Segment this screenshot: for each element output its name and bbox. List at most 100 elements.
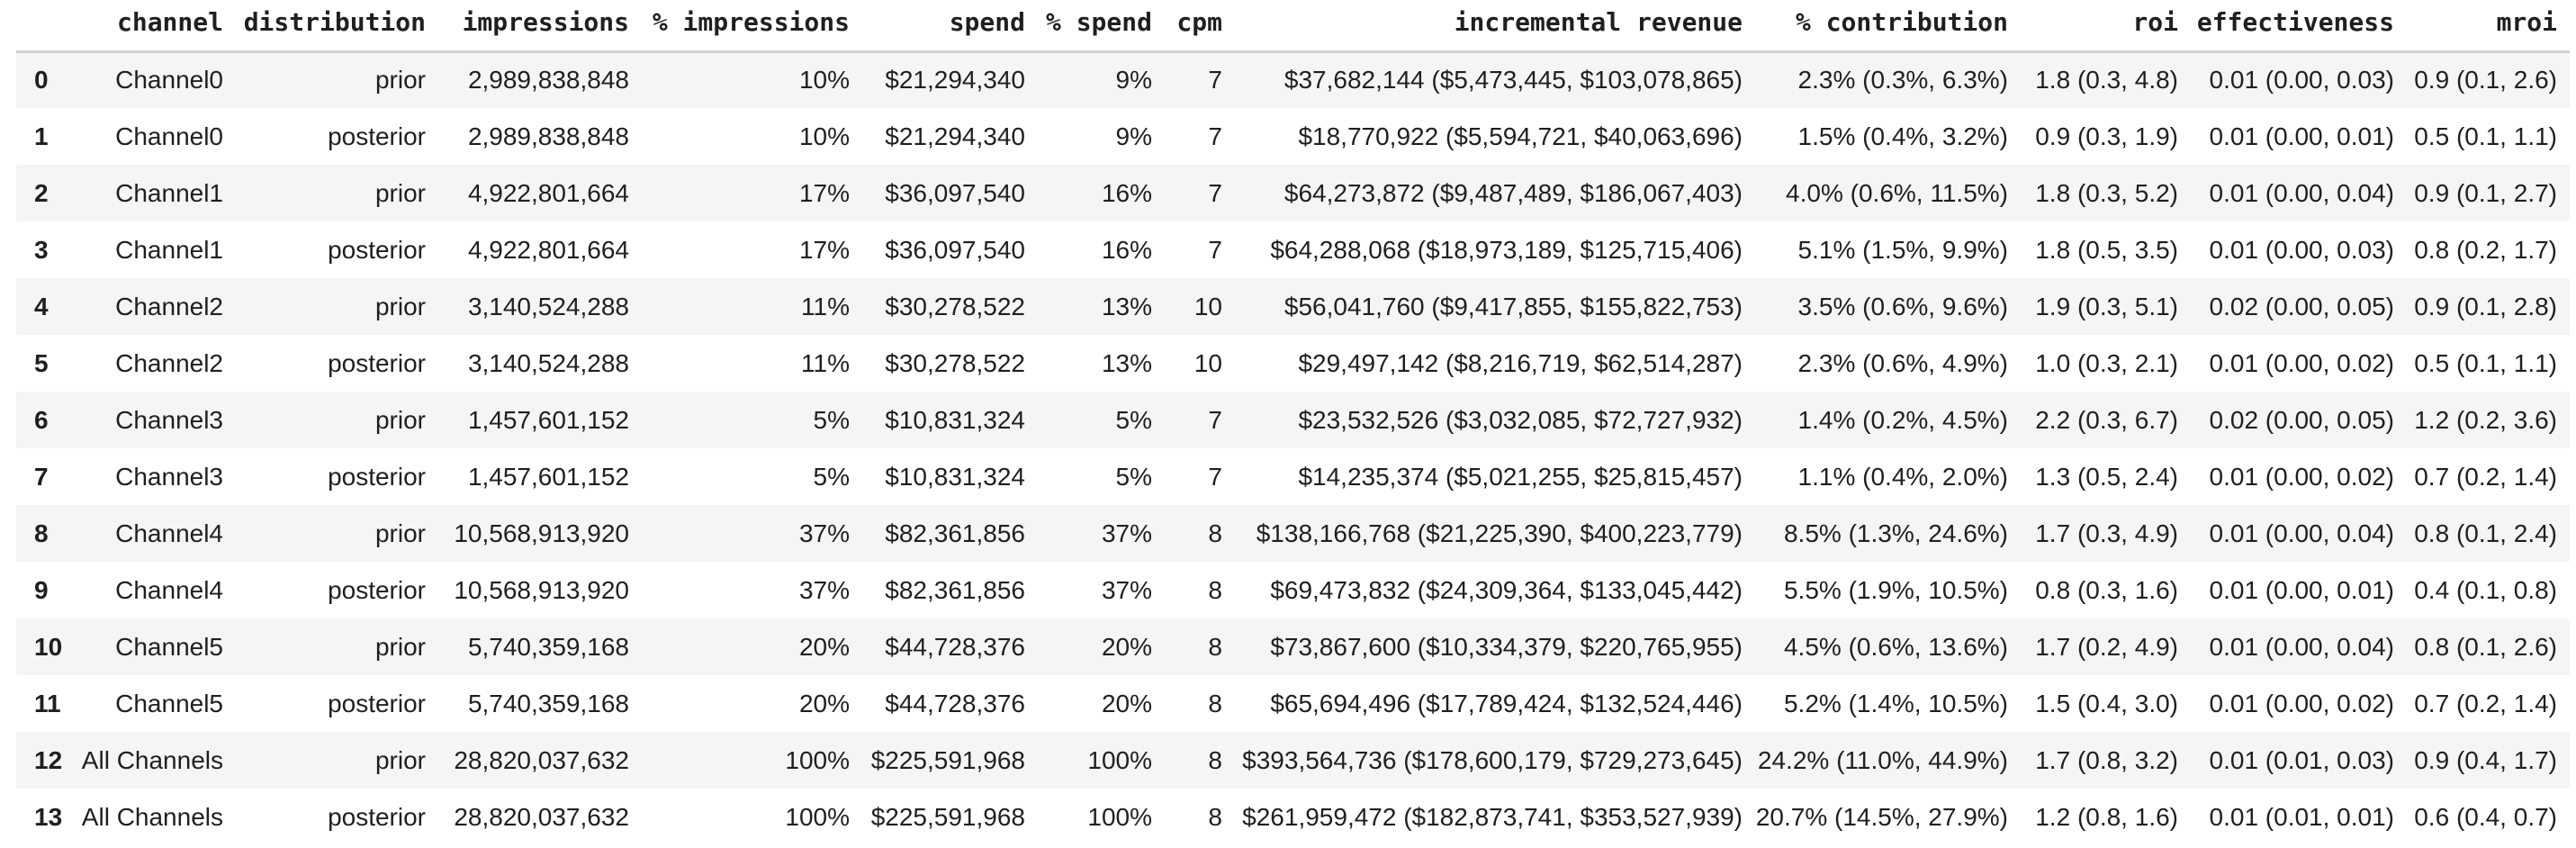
column-header-impressions: impressions bbox=[426, 0, 629, 53]
cell-spend: $36,097,540 bbox=[885, 178, 1025, 207]
table-row: 11 Channel5 posterior 5,740,359,168 20% $44,7… bbox=[16, 675, 2570, 732]
column-header-mroi: mroi bbox=[2394, 0, 2570, 53]
cell-effectiveness: 0.01 (0.00, 0.04) bbox=[2209, 632, 2394, 661]
cell-mroi: 0.9 (0.1, 2.8) bbox=[2414, 292, 2557, 320]
cell-pct-contribution: 5.5% (1.9%, 10.5%) bbox=[1783, 575, 2008, 604]
cell-cpm: 7 bbox=[1208, 235, 1222, 264]
cell-roi: 1.8 (0.3, 5.2) bbox=[2035, 178, 2178, 207]
cell-incremental-revenue: $64,288,068 ($18,973,189, $125,715,406) bbox=[1270, 235, 1743, 264]
cell-pct-impressions: 10% bbox=[798, 66, 850, 95]
cell-mroi: 0.8 (0.1, 2.4) bbox=[2414, 519, 2557, 547]
cell-pct-spend: 37% bbox=[1101, 575, 1152, 604]
cell-pct-impressions: 20% bbox=[798, 689, 850, 717]
cell-channel: Channel4 bbox=[115, 519, 223, 547]
cell-pct-impressions: 37% bbox=[798, 519, 850, 547]
cell-roi: 1.0 (0.3, 2.1) bbox=[2035, 348, 2178, 377]
column-header-index bbox=[16, 0, 81, 53]
cell-channel: Channel2 bbox=[115, 292, 223, 320]
cell-incremental-revenue: $69,473,832 ($24,309,364, $133,045,442) bbox=[1270, 575, 1743, 604]
cell-mroi: 0.4 (0.1, 0.8) bbox=[2414, 575, 2557, 604]
cell-spend: $30,278,522 bbox=[885, 348, 1025, 377]
cell-pct-impressions: 17% bbox=[798, 235, 850, 264]
cell-mroi: 1.2 (0.2, 3.6) bbox=[2414, 405, 2557, 434]
cell-roi: 1.9 (0.3, 5.1) bbox=[2035, 292, 2178, 320]
cell-pct-impressions: 100% bbox=[785, 745, 850, 774]
row-index: 0 bbox=[34, 66, 49, 95]
column-header-pct-contribution: % contribution bbox=[1743, 0, 2008, 53]
cell-cpm: 7 bbox=[1208, 462, 1222, 491]
cell-pct-contribution: 5.2% (1.4%, 10.5%) bbox=[1783, 689, 2008, 717]
column-header-distribution: distribution bbox=[223, 0, 426, 53]
cell-cpm: 10 bbox=[1193, 292, 1222, 320]
cell-distribution: prior bbox=[374, 519, 426, 547]
cell-mroi: 0.9 (0.1, 2.6) bbox=[2414, 66, 2557, 95]
cell-spend: $225,591,968 bbox=[870, 802, 1025, 831]
cell-channel: Channel3 bbox=[115, 462, 223, 491]
cell-effectiveness: 0.01 (0.00, 0.02) bbox=[2209, 689, 2394, 717]
cell-spend: $82,361,856 bbox=[885, 575, 1025, 604]
cell-spend: $21,294,340 bbox=[885, 66, 1025, 95]
cell-effectiveness: 0.01 (0.00, 0.01) bbox=[2209, 122, 2394, 150]
cell-impressions: 10,568,913,920 bbox=[454, 519, 629, 547]
cell-effectiveness: 0.01 (0.00, 0.04) bbox=[2209, 178, 2394, 207]
cell-pct-spend: 20% bbox=[1101, 689, 1152, 717]
cell-distribution: posterior bbox=[328, 462, 426, 491]
cell-mroi: 0.9 (0.1, 2.7) bbox=[2414, 178, 2557, 207]
cell-impressions: 3,140,524,288 bbox=[467, 292, 629, 320]
column-header-channel: channel bbox=[81, 0, 223, 53]
column-header-pct-impressions: % impressions bbox=[629, 0, 850, 53]
cell-mroi: 0.7 (0.2, 1.4) bbox=[2414, 462, 2557, 491]
row-index: 10 bbox=[34, 632, 63, 661]
row-index: 4 bbox=[34, 292, 49, 320]
cell-incremental-revenue: $29,497,142 ($8,216,719, $62,514,287) bbox=[1298, 348, 1743, 377]
cell-pct-impressions: 11% bbox=[801, 348, 850, 377]
cell-incremental-revenue: $23,532,526 ($3,032,085, $72,727,932) bbox=[1298, 405, 1743, 434]
cell-mroi: 0.5 (0.1, 1.1) bbox=[2414, 122, 2557, 150]
table-row: 0 Channel0 prior 2,989,838,848 10% $21,294,34… bbox=[16, 51, 2570, 108]
cell-distribution: posterior bbox=[328, 575, 426, 604]
table-row: 8 Channel4 prior 10,568,913,920 37% $82,361,8… bbox=[16, 505, 2570, 562]
cell-roi: 0.9 (0.3, 1.9) bbox=[2035, 122, 2178, 150]
cell-roi: 1.7 (0.3, 4.9) bbox=[2035, 519, 2178, 547]
cell-cpm: 8 bbox=[1208, 802, 1222, 831]
table-header: channel distribution impressions % impre… bbox=[16, 0, 2570, 53]
cell-cpm: 7 bbox=[1208, 405, 1222, 434]
cell-mroi: 0.8 (0.1, 2.6) bbox=[2414, 632, 2557, 661]
cell-channel: All Channels bbox=[81, 802, 223, 831]
cell-incremental-revenue: $14,235,374 ($5,021,255, $25,815,457) bbox=[1298, 462, 1743, 491]
cell-pct-impressions: 10% bbox=[798, 122, 850, 150]
cell-distribution: prior bbox=[374, 405, 426, 434]
cell-roi: 0.8 (0.3, 1.6) bbox=[2035, 575, 2178, 604]
cell-mroi: 0.9 (0.4, 1.7) bbox=[2414, 745, 2557, 774]
table-header-row: channel distribution impressions % impre… bbox=[16, 0, 2570, 53]
cell-effectiveness: 0.02 (0.00, 0.05) bbox=[2209, 405, 2394, 434]
cell-impressions: 2,989,838,848 bbox=[467, 66, 629, 95]
table-row: 3 Channel1 posterior 4,922,801,664 17% $36,09… bbox=[16, 221, 2570, 278]
cell-pct-impressions: 11% bbox=[801, 292, 850, 320]
table-row: 13 All Channels posterior 28,820,037,632 100… bbox=[16, 789, 2570, 845]
cell-pct-impressions: 20% bbox=[798, 632, 850, 661]
cell-impressions: 5,740,359,168 bbox=[467, 632, 629, 661]
cell-pct-contribution: 2.3% (0.6%, 4.9%) bbox=[1797, 348, 2008, 377]
cell-pct-contribution: 24.2% (11.0%, 44.9%) bbox=[1757, 745, 2008, 774]
row-index: 7 bbox=[34, 462, 49, 491]
cell-pct-spend: 13% bbox=[1101, 348, 1152, 377]
cell-spend: $21,294,340 bbox=[885, 122, 1025, 150]
row-index: 6 bbox=[34, 405, 49, 434]
cell-distribution: prior bbox=[374, 178, 426, 207]
cell-distribution: posterior bbox=[328, 122, 426, 150]
cell-pct-spend: 16% bbox=[1101, 178, 1152, 207]
cell-distribution: prior bbox=[374, 292, 426, 320]
cell-impressions: 10,568,913,920 bbox=[454, 575, 629, 604]
column-header-effectiveness: effectiveness bbox=[2178, 0, 2394, 53]
cell-channel: Channel1 bbox=[115, 178, 223, 207]
row-index: 8 bbox=[34, 519, 49, 547]
cell-effectiveness: 0.01 (0.01, 0.03) bbox=[2209, 745, 2394, 774]
cell-effectiveness: 0.01 (0.00, 0.03) bbox=[2209, 66, 2394, 95]
cell-channel: Channel4 bbox=[115, 575, 223, 604]
cell-distribution: posterior bbox=[328, 689, 426, 717]
cell-pct-impressions: 37% bbox=[798, 575, 850, 604]
cell-roi: 1.2 (0.8, 1.6) bbox=[2035, 802, 2178, 831]
cell-pct-contribution: 20.7% (14.5%, 27.9%) bbox=[1755, 802, 2008, 831]
cell-pct-contribution: 5.1% (1.5%, 9.9%) bbox=[1797, 235, 2008, 264]
